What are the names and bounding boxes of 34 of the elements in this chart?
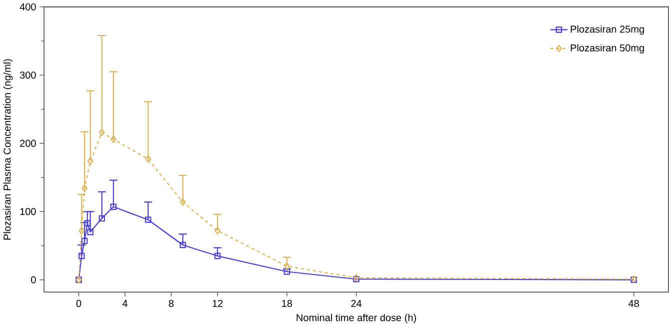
- point: [284, 268, 290, 276]
- point: [214, 227, 220, 235]
- point: [180, 198, 186, 206]
- point: [284, 262, 290, 270]
- point: [84, 220, 91, 227]
- y-tick-label: 100: [20, 208, 36, 216]
- point: [87, 158, 94, 166]
- y-tick-label: 300: [20, 72, 36, 79]
- point: [144, 216, 152, 224]
- x-tick-label: 48: [628, 300, 639, 308]
- y-tick-label: 400: [20, 4, 36, 11]
- x-tick-label: 4: [122, 300, 128, 308]
- x-tick-label: 24: [351, 300, 362, 308]
- point: [98, 128, 105, 136]
- x-tick-label: 12: [212, 300, 223, 308]
- point: [87, 229, 94, 236]
- legend-label: Plozasiran 50mg: [570, 44, 644, 54]
- point: [110, 204, 117, 210]
- x-tick-label: 0: [76, 300, 82, 308]
- x-axis-title: Nominal time after dose (h): [296, 314, 416, 324]
- y-tick-label: 200: [20, 140, 36, 148]
- point: [78, 227, 85, 235]
- point: [145, 156, 152, 164]
- x-tick-label: 8: [168, 300, 174, 308]
- point: [214, 253, 221, 260]
- y-axis-title: Plozasiran Plasma Concentration (ng/ml): [3, 59, 13, 240]
- point: [78, 253, 85, 260]
- legend-label: Plozasiran 25mg: [570, 26, 644, 35]
- y-tick-label: 0: [31, 276, 36, 284]
- point: [82, 184, 88, 192]
- point: [180, 242, 186, 248]
- x-tick-label: 18: [282, 300, 292, 308]
- point: [110, 136, 116, 144]
- point: [98, 215, 106, 222]
